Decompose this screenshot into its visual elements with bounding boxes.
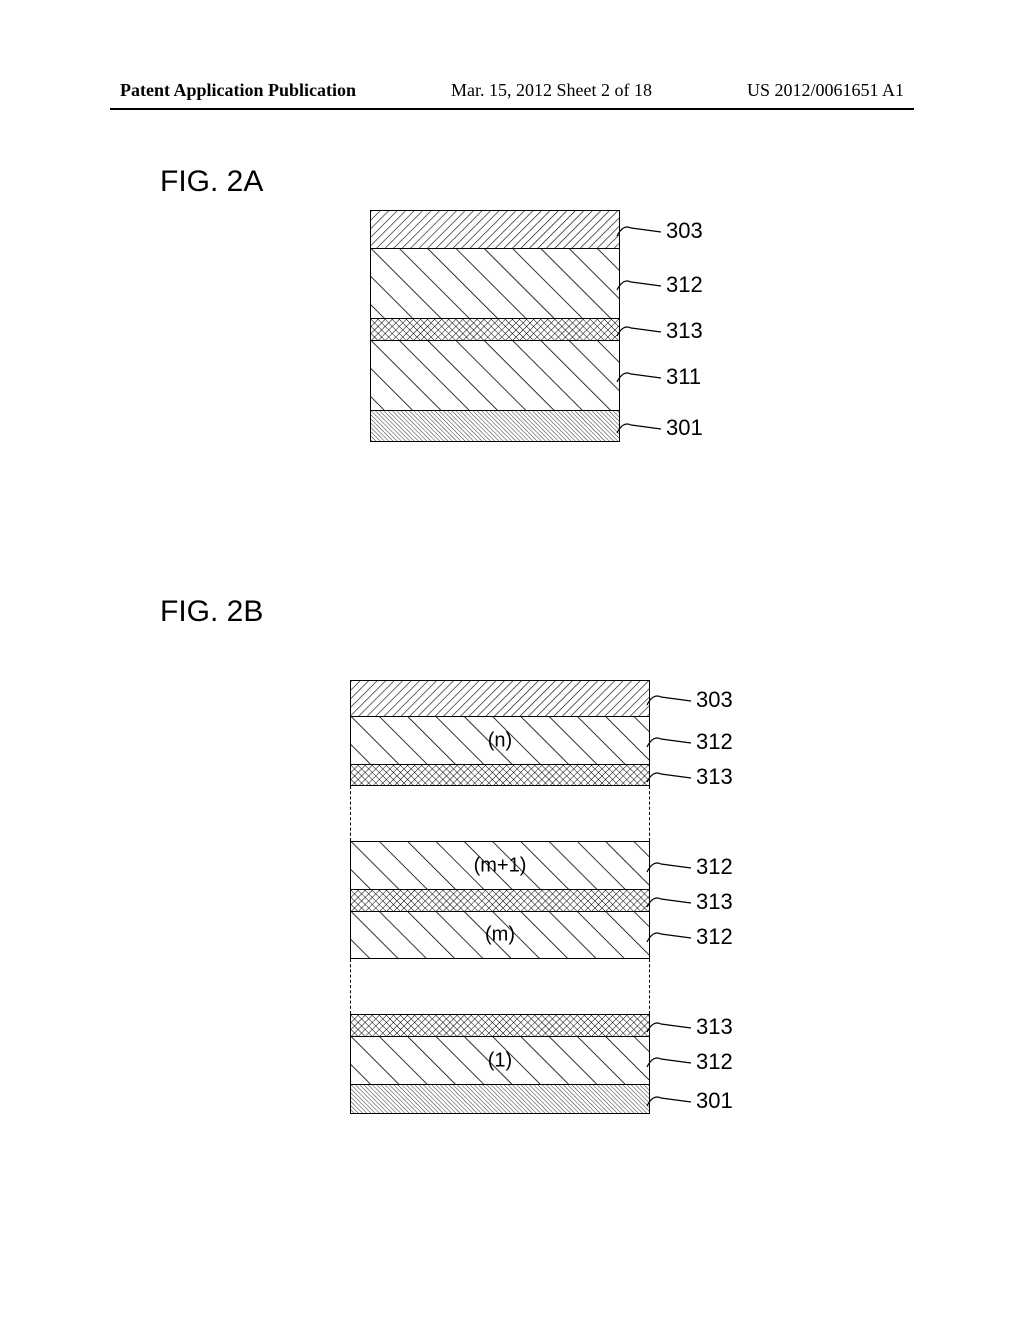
callout-301: 301 <box>696 1088 733 1114</box>
layer-311: 311 <box>370 340 620 410</box>
layer-303: 303 <box>370 210 620 248</box>
layer-313a: 313 <box>350 764 650 786</box>
layer-313b: 313 <box>350 889 650 911</box>
layer-text-3121: (1) <box>488 1049 512 1072</box>
layer-301: 301 <box>370 410 620 442</box>
figure-2b-label: FIG. 2B <box>160 595 263 629</box>
layer-312m1: (m+1)312 <box>350 841 650 889</box>
callout-3121: 312 <box>696 1049 733 1075</box>
layer-text-312n: (n) <box>488 729 512 752</box>
layer-312m: (m)312 <box>350 911 650 959</box>
callout-313: 313 <box>666 318 703 344</box>
layer-303: 303 <box>350 680 650 716</box>
layer-301: 301 <box>350 1084 650 1114</box>
page-header: Patent Application Publication Mar. 15, … <box>0 80 1024 101</box>
callout-312m1: 312 <box>696 854 733 880</box>
figure-2a-label: FIG. 2A <box>160 165 263 199</box>
layer-312n: (n)312 <box>350 716 650 764</box>
callout-312: 312 <box>666 272 703 298</box>
layer-313c: 313 <box>350 1014 650 1036</box>
layer-312: 312 <box>370 248 620 318</box>
figure-2b-diagram: 303(n)312313(m+1)312313(m)312313(1)31230… <box>350 680 650 1114</box>
header-left: Patent Application Publication <box>120 80 356 101</box>
header-right: US 2012/0061651 A1 <box>747 80 904 101</box>
callout-312m: 312 <box>696 924 733 950</box>
callout-301: 301 <box>666 415 703 441</box>
callout-313c: 313 <box>696 1014 733 1040</box>
header-rule <box>110 108 914 110</box>
gap-1 <box>350 959 650 1014</box>
callout-312n: 312 <box>696 729 733 755</box>
callout-313b: 313 <box>696 889 733 915</box>
layer-313: 313 <box>370 318 620 340</box>
gap-0 <box>350 786 650 841</box>
layer-3121: (1)312 <box>350 1036 650 1084</box>
callout-303: 303 <box>666 218 703 244</box>
layer-text-312m: (m) <box>485 924 515 947</box>
callout-303: 303 <box>696 687 733 713</box>
callout-313a: 313 <box>696 764 733 790</box>
callout-311: 311 <box>666 364 701 390</box>
layer-text-312m1: (m+1) <box>474 854 527 877</box>
figure-2a-diagram: 303312313311301 <box>370 210 620 442</box>
header-middle: Mar. 15, 2012 Sheet 2 of 18 <box>451 80 652 101</box>
